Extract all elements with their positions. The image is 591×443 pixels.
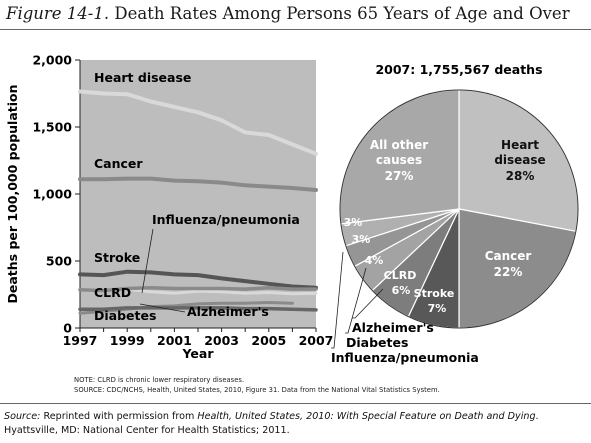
y-ticks: 0 500 1,000 1,500 2,000 xyxy=(32,53,80,336)
pie-outline xyxy=(339,89,579,329)
figure-title-text: Death Rates Among Persons 65 Years of Ag… xyxy=(114,4,570,23)
source-credit: Source: Reprinted with permission from H… xyxy=(4,410,584,437)
y-axis-label: Deaths per 100,000 population xyxy=(5,84,20,303)
series-line-stroke xyxy=(78,269,318,290)
series-label-stroke: Stroke xyxy=(94,250,140,265)
series-line-cancer xyxy=(78,176,318,192)
pie-title: 2007: 1,755,567 deaths xyxy=(375,62,542,77)
x-tick-label: 2005 xyxy=(251,333,286,348)
x-tick-label: 1999 xyxy=(110,333,145,348)
alz-pie-leader xyxy=(352,288,384,319)
flu-pie-leader xyxy=(331,251,344,349)
x-tick-label: 2001 xyxy=(157,333,192,348)
pie-label-diabetes-pct: 3% xyxy=(352,233,371,246)
diabetes-pie-leader xyxy=(345,267,367,334)
series-label-diabetes: Diabetes xyxy=(94,308,156,323)
bottom-rule xyxy=(0,403,591,404)
x-tick-label: 1997 xyxy=(63,333,98,348)
pie-label-heart-pct: 28% xyxy=(506,169,535,183)
pie-label-flu-pct: 3% xyxy=(344,216,363,229)
series-line-clrd xyxy=(78,286,318,293)
x-tick-label: 2003 xyxy=(204,333,239,348)
pie-chart: 2007: 1,755,567 deaths Heart disease 28%… xyxy=(331,62,579,365)
source-note-line: SOURCE: CDC/NCHS, Health, United States,… xyxy=(74,386,440,394)
pie-label-heart-2: disease xyxy=(494,153,545,167)
pie-label-other-2: causes xyxy=(376,153,422,167)
pie-label-heart-1: Heart xyxy=(501,138,539,152)
pie-ext-label-diabetes: Diabetes xyxy=(346,335,408,350)
y-tick-label: 1,000 xyxy=(32,187,72,202)
source-text: Reprinted with permission from xyxy=(43,411,195,422)
y-tick-label: 500 xyxy=(46,254,72,269)
pie-label-stroke-pct: 7% xyxy=(428,302,447,315)
pie-label-clrd: CLRD xyxy=(384,269,417,282)
series-label-flu: Influenza/pneumonia xyxy=(152,212,300,227)
pie-ext-label-flu: Influenza/pneumonia xyxy=(331,350,479,365)
series-label-clrd: CLRD xyxy=(94,285,131,300)
series-label-cancer: Cancer xyxy=(94,156,143,171)
pie-ext-label-alz: Alzheimer's xyxy=(352,320,434,335)
flu-leader-line xyxy=(141,228,154,294)
source-publication: Health, United States, 2010: With Specia… xyxy=(197,411,536,422)
series-label-alz: Alzheimer's xyxy=(187,304,269,319)
figure-graphic: 0 500 1,000 1,500 2,000 1997 1999 2001 2003 2005… xyxy=(5,53,579,365)
series-lines xyxy=(78,89,318,315)
source-label: Source: xyxy=(4,411,41,422)
source-rest: . Hyattsville, MD: National Center for H… xyxy=(4,411,539,436)
pie-label-alz-pct: 4% xyxy=(365,254,384,267)
top-rule xyxy=(0,29,591,30)
pie-label-cancer-pct: 22% xyxy=(494,265,523,279)
pie-label-stroke: Stroke xyxy=(414,287,455,300)
series-label-heart: Heart disease xyxy=(94,70,191,85)
pie-label-other-pct: 27% xyxy=(385,169,414,183)
x-axis-label: Year xyxy=(182,346,215,361)
x-ticks: 1997 1999 2001 2003 2005 2007 xyxy=(63,328,334,348)
line-chart: 0 500 1,000 1,500 2,000 1997 1999 2001 2003 2005… xyxy=(5,53,333,362)
pie-slices xyxy=(339,89,579,329)
pie-label-cancer: Cancer xyxy=(485,249,532,263)
y-tick-label: 2,000 xyxy=(32,53,72,68)
note-line: NOTE: CLRD is chronic lower respiratory … xyxy=(74,376,245,384)
pie-label-clrd-pct: 6% xyxy=(392,284,411,297)
alz-leader-line xyxy=(139,303,186,313)
pie-label-other-1: All other xyxy=(370,138,428,152)
series-line-diabetes xyxy=(78,306,318,312)
y-tick-label: 1,500 xyxy=(32,120,72,135)
series-line-heart-disease xyxy=(78,89,318,156)
figure-label: Figure 14-1. xyxy=(6,4,110,23)
y-tick-label: 0 xyxy=(63,321,72,336)
figure-title: Figure 14-1. Death Rates Among Persons 6… xyxy=(6,4,570,23)
x-tick-label: 2007 xyxy=(299,333,334,348)
